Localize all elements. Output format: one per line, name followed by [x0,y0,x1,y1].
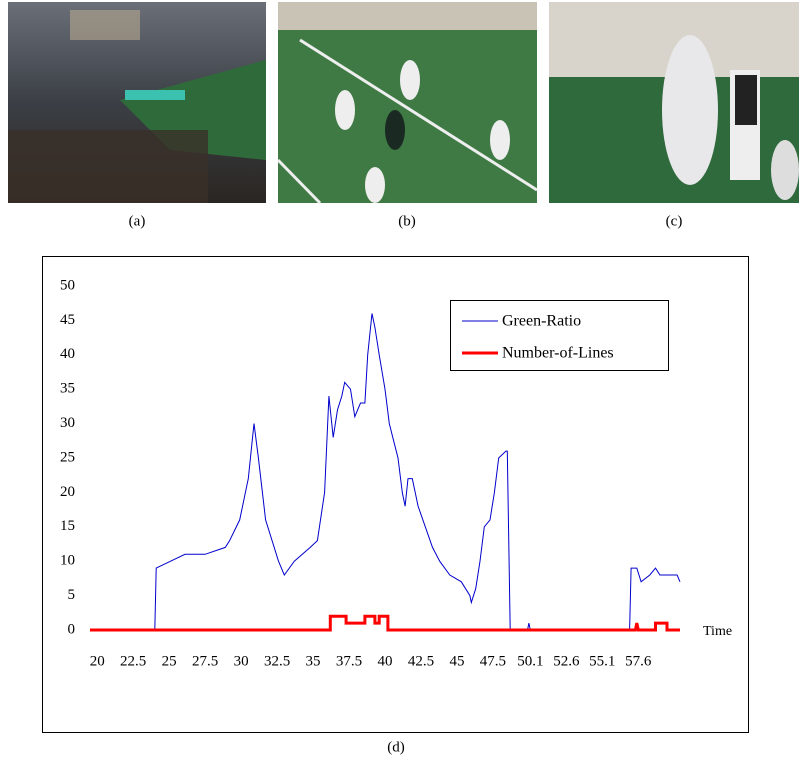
x-tick-label: 32.5 [264,653,290,669]
series-line [90,616,680,630]
x-tick-label: 45 [449,653,464,669]
y-tick-label: 50 [60,277,75,293]
x-tick-label: 50.1 [517,653,543,669]
figure: (a) (b) (c) (d) Time 0 5 10 15 20 25 30 35 40 45 5… [0,0,801,761]
legend-label: Green-Ratio [502,313,581,330]
panel-caption: (b) [398,213,416,229]
image-a [8,2,266,203]
x-axis-label: Time [703,624,732,639]
y-tick-label: 15 [60,518,75,534]
x-tick-label: 57.6 [625,653,652,669]
x-tick-label: 35 [306,653,321,669]
x-tick-label: 37.5 [336,653,362,669]
x-tick-label: 40 [378,653,393,669]
y-tick-label: 10 [60,553,75,569]
panel-caption: (c) [666,213,683,229]
y-tick-label: 30 [60,415,75,431]
image-b [278,2,537,203]
panel-caption: (a) [129,213,146,229]
y-tick-label: 5 [68,587,76,603]
x-tick-label: 42.5 [408,653,434,669]
y-tick-label: 40 [60,346,75,362]
image-c [549,2,799,203]
x-tick-label: 47.5 [480,653,506,669]
x-tick-label: 55.1 [589,653,615,669]
chart-caption: (d) [387,739,405,755]
y-tick-label: 0 [68,621,76,637]
x-tick-label: 25 [162,653,177,669]
x-tick-label: 30 [234,653,249,669]
x-tick-label: 22.5 [120,653,146,669]
y-tick-label: 45 [60,312,75,328]
y-tick-label: 35 [60,381,75,397]
x-tick-label: 52.6 [553,653,580,669]
x-tick-label: 20 [90,653,105,669]
y-tick-label: 20 [60,484,75,500]
legend-label: Number-of-Lines [502,345,614,362]
y-tick-label: 25 [60,449,75,465]
x-tick-label: 27.5 [192,653,218,669]
